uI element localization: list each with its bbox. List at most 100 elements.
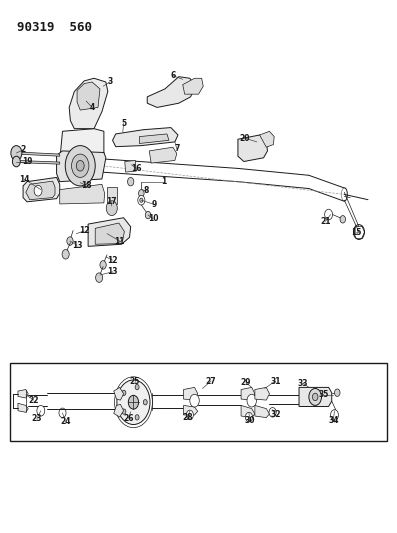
Circle shape xyxy=(325,209,333,220)
Polygon shape xyxy=(114,387,123,400)
Circle shape xyxy=(65,146,95,186)
Circle shape xyxy=(309,389,322,406)
Circle shape xyxy=(145,212,151,219)
Polygon shape xyxy=(77,82,100,110)
Circle shape xyxy=(100,261,106,269)
Text: 3: 3 xyxy=(107,77,112,86)
Text: 5: 5 xyxy=(121,119,126,128)
Circle shape xyxy=(71,154,89,177)
Polygon shape xyxy=(18,390,28,398)
Polygon shape xyxy=(183,406,198,415)
Polygon shape xyxy=(255,406,270,418)
Polygon shape xyxy=(95,223,124,244)
Text: 29: 29 xyxy=(241,378,251,387)
Circle shape xyxy=(186,410,193,419)
Circle shape xyxy=(62,249,69,259)
Circle shape xyxy=(139,190,144,197)
Bar xyxy=(10,363,387,441)
Text: 7: 7 xyxy=(174,144,179,154)
Circle shape xyxy=(340,216,345,223)
Polygon shape xyxy=(88,217,131,246)
Circle shape xyxy=(12,156,20,167)
Polygon shape xyxy=(183,387,198,400)
Circle shape xyxy=(135,384,139,390)
Circle shape xyxy=(335,389,340,397)
Polygon shape xyxy=(107,187,116,204)
Text: 31: 31 xyxy=(270,376,281,385)
Polygon shape xyxy=(69,78,108,128)
Text: 35: 35 xyxy=(319,390,329,399)
Text: 22: 22 xyxy=(29,395,39,405)
Polygon shape xyxy=(17,160,60,164)
Polygon shape xyxy=(147,77,195,108)
Circle shape xyxy=(138,196,145,205)
Polygon shape xyxy=(255,387,270,400)
Text: 12: 12 xyxy=(107,256,118,265)
Circle shape xyxy=(128,395,139,409)
Text: 16: 16 xyxy=(131,164,141,173)
Text: 6: 6 xyxy=(170,71,175,80)
Polygon shape xyxy=(183,78,203,94)
Text: 11: 11 xyxy=(114,237,125,246)
Text: 8: 8 xyxy=(144,186,149,195)
Circle shape xyxy=(122,409,126,414)
Circle shape xyxy=(135,415,139,420)
Circle shape xyxy=(140,198,143,203)
Circle shape xyxy=(247,394,256,407)
Text: 10: 10 xyxy=(148,214,158,223)
Text: 25: 25 xyxy=(129,376,140,385)
Text: 18: 18 xyxy=(81,181,91,190)
Text: 4: 4 xyxy=(89,103,95,112)
Circle shape xyxy=(245,413,252,422)
Text: 15: 15 xyxy=(351,228,361,237)
Text: 30: 30 xyxy=(245,416,255,425)
Circle shape xyxy=(106,201,117,216)
Circle shape xyxy=(34,185,42,196)
Text: 9: 9 xyxy=(152,200,157,209)
Text: 17: 17 xyxy=(106,197,116,206)
Polygon shape xyxy=(113,127,178,147)
Text: 90319  560: 90319 560 xyxy=(17,21,92,34)
Polygon shape xyxy=(26,181,55,200)
Text: 32: 32 xyxy=(270,410,281,419)
Text: 28: 28 xyxy=(182,413,193,422)
Circle shape xyxy=(190,394,199,407)
Circle shape xyxy=(122,390,126,395)
Polygon shape xyxy=(125,160,136,172)
Text: 34: 34 xyxy=(328,416,339,425)
Text: 33: 33 xyxy=(298,378,308,387)
Circle shape xyxy=(127,177,134,186)
Text: 2: 2 xyxy=(21,146,26,155)
Polygon shape xyxy=(17,152,60,156)
Circle shape xyxy=(312,393,318,401)
Polygon shape xyxy=(60,128,104,155)
Polygon shape xyxy=(241,406,255,418)
Circle shape xyxy=(59,408,66,418)
Text: 20: 20 xyxy=(240,134,250,143)
Circle shape xyxy=(96,273,103,282)
Text: 12: 12 xyxy=(79,227,89,236)
Circle shape xyxy=(269,408,276,417)
Text: 23: 23 xyxy=(32,414,42,423)
Polygon shape xyxy=(57,151,106,182)
Polygon shape xyxy=(18,403,28,413)
Circle shape xyxy=(331,410,339,420)
Polygon shape xyxy=(139,134,169,143)
Polygon shape xyxy=(238,135,268,161)
Polygon shape xyxy=(23,177,60,202)
Text: 14: 14 xyxy=(19,174,29,183)
Circle shape xyxy=(76,160,84,171)
Circle shape xyxy=(353,224,364,239)
Text: 26: 26 xyxy=(123,414,133,423)
Text: 13: 13 xyxy=(72,241,82,250)
Circle shape xyxy=(37,406,45,416)
Circle shape xyxy=(117,380,150,424)
Polygon shape xyxy=(299,387,332,407)
Text: 13: 13 xyxy=(107,268,118,276)
Polygon shape xyxy=(241,387,255,400)
Text: 1: 1 xyxy=(162,177,167,186)
Polygon shape xyxy=(114,405,123,417)
Polygon shape xyxy=(260,131,274,147)
Polygon shape xyxy=(60,184,105,204)
Circle shape xyxy=(67,237,73,245)
